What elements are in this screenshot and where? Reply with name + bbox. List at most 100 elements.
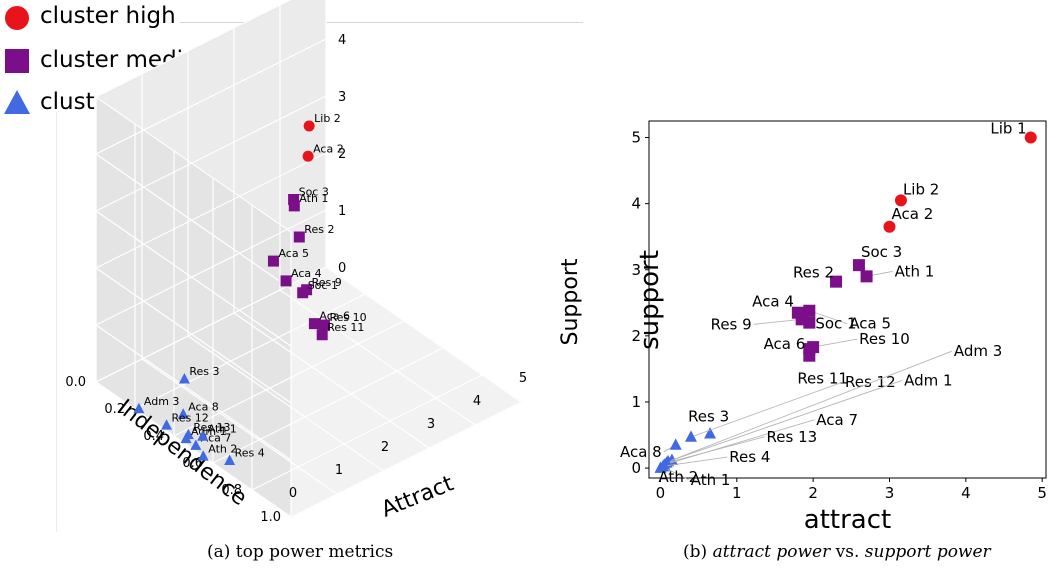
- data-point: [197, 450, 209, 461]
- x-tick-label: 1: [732, 484, 742, 502]
- point-label: Res 9: [312, 276, 342, 289]
- point-label: Adm 1: [191, 425, 227, 438]
- caption-b-vs: vs.: [830, 542, 865, 562]
- point-label: Res 10: [859, 330, 910, 348]
- data-point: [267, 255, 279, 267]
- x-tick-label: 5: [1037, 484, 1047, 502]
- gridline: [325, 266, 522, 403]
- point-label: Aca 2: [313, 142, 344, 155]
- point-label: Aca 5: [278, 247, 309, 260]
- point-label: Soc 3: [861, 243, 902, 261]
- point-label: Res 3: [688, 408, 729, 426]
- gridline: [95, 153, 292, 290]
- z-tick-label: 0: [338, 261, 346, 276]
- divider: [56, 112, 57, 532]
- gridline: [95, 96, 292, 233]
- point-label: Aca 2: [891, 205, 933, 223]
- leader-line: [671, 350, 953, 461]
- point-label: Res 4: [235, 447, 265, 460]
- y-tick-label: 1: [631, 393, 641, 411]
- point-label: Res 13: [767, 428, 818, 446]
- data-point: [197, 430, 209, 441]
- point-label: Aca 6: [319, 310, 350, 323]
- data-point: [303, 120, 315, 132]
- point-label: Res 4: [729, 448, 770, 466]
- point-label: Ath 1: [691, 471, 731, 489]
- point-label: Aca 4: [752, 293, 794, 311]
- point-label: Aca 5: [849, 315, 891, 333]
- caption-b-x: attract power: [712, 542, 831, 562]
- y-tick-label: 0.2: [104, 402, 125, 417]
- gridline: [290, 401, 522, 518]
- data-point: [319, 319, 330, 331]
- y-tick-label: 5: [631, 129, 641, 147]
- point-label: Res 2: [793, 264, 834, 282]
- x-tick-label: 3: [427, 417, 435, 432]
- leader-line: [813, 338, 858, 348]
- leader-line: [667, 380, 903, 462]
- gridline: [279, 289, 476, 426]
- data-point: [180, 432, 192, 444]
- data-point: [178, 373, 190, 384]
- data-point: [308, 318, 320, 330]
- caption-b-y: support power: [864, 542, 991, 562]
- y-tick-label: 0.4: [143, 429, 164, 444]
- data-point: [883, 220, 896, 233]
- point-label: Aca 8: [188, 400, 219, 413]
- data-point: [1024, 131, 1037, 144]
- y-tick-label: 3: [631, 261, 641, 279]
- point-label: Res 9: [711, 315, 752, 333]
- data-point: [280, 275, 292, 287]
- point-label: Aca 6: [764, 335, 806, 353]
- data-point: [669, 438, 682, 450]
- circle-marker-icon: [5, 6, 29, 30]
- gridline: [173, 320, 405, 437]
- y-tick-label: 0.8: [221, 483, 242, 498]
- leader-line: [666, 436, 765, 464]
- point-label: Res 11: [327, 321, 364, 334]
- data-point: [302, 150, 314, 162]
- x-tick-label: 4: [961, 484, 971, 502]
- point-label: Aca 7: [816, 411, 858, 429]
- data-point: [224, 454, 236, 465]
- leader-line: [809, 310, 848, 325]
- point-label: Soc 1: [815, 315, 856, 333]
- gridline: [187, 335, 384, 472]
- gridline: [251, 374, 483, 491]
- x-tick-label: 4: [473, 394, 481, 409]
- data-point: [288, 200, 300, 212]
- y-tick-label: 1.0: [260, 510, 281, 525]
- point-label: Ath 1: [895, 262, 935, 280]
- gridline: [95, 267, 292, 404]
- point-label: Aca 4: [291, 267, 322, 280]
- legend-label-high: cluster high: [40, 3, 176, 29]
- point-label: Adm 3: [144, 395, 180, 408]
- point-label: Aca 8: [620, 443, 662, 461]
- z-tick-label: 4: [338, 33, 346, 48]
- data-point: [830, 275, 843, 288]
- data-point: [161, 419, 173, 430]
- data-point: [852, 259, 865, 272]
- chart-2d: 0 1 2 3 4 5 0 1 2 3 4 5 attract support Lib 1 Lib 2 Aca …: [620, 120, 1047, 535]
- point-label: Res 2: [304, 223, 334, 236]
- x-tick-label: 1: [335, 463, 343, 478]
- point-label: Adm 3: [954, 342, 1002, 360]
- data-point: [297, 287, 309, 299]
- point-label: Lib 2: [314, 112, 341, 125]
- data-point: [860, 270, 873, 283]
- point-label: Soc 3: [299, 186, 329, 199]
- x-tick-label: 2: [808, 484, 818, 502]
- caption-b: (b) attract power vs. support power: [683, 542, 991, 562]
- leader-line: [664, 456, 728, 467]
- data-point: [133, 402, 145, 414]
- data-point: [177, 408, 189, 419]
- x-tick-label: 2: [381, 440, 389, 455]
- gridline: [95, 0, 292, 98]
- gridline: [134, 293, 366, 410]
- plot-frame: [648, 120, 1047, 479]
- data-point: [316, 329, 328, 341]
- caption-a: (a) top power metrics: [207, 542, 394, 562]
- x-axis-label: Attract: [378, 471, 457, 522]
- leader-line: [753, 318, 802, 325]
- gridline: [95, 210, 292, 347]
